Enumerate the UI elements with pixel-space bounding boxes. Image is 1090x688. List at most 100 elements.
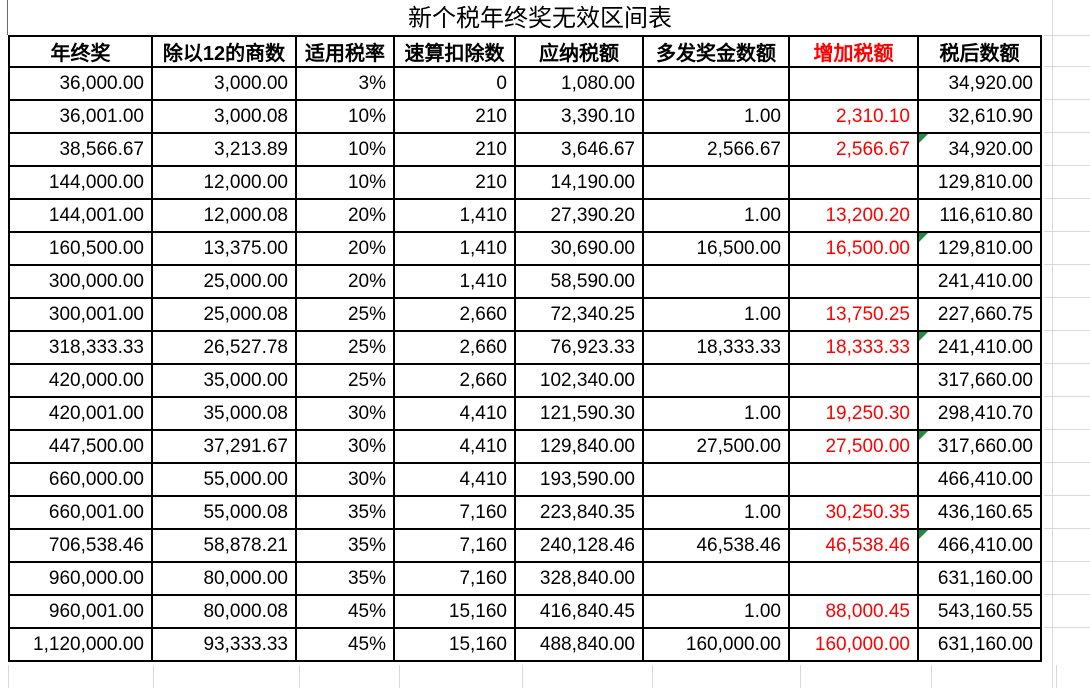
cell-r6-c4[interactable]: 1,410 xyxy=(393,231,516,266)
cell-r10-c3[interactable]: 25% xyxy=(295,363,395,398)
cell-r3-c3[interactable]: 10% xyxy=(295,132,395,167)
cell-r15-c1[interactable]: 706,538.46 xyxy=(8,528,153,563)
cell-r14-c7[interactable]: 30,250.35 xyxy=(788,495,919,530)
cell-r15-c5[interactable]: 240,128.46 xyxy=(514,528,644,563)
cell-r11-c3[interactable]: 30% xyxy=(295,396,395,431)
cell-r3-c2[interactable]: 3,213.89 xyxy=(151,132,297,167)
cell-r17-c2[interactable]: 80,000.08 xyxy=(151,594,297,629)
cell-r14-c3[interactable]: 35% xyxy=(295,495,395,530)
cell-r1-c8[interactable]: 34,920.00 xyxy=(917,66,1042,101)
cell-r1-c5[interactable]: 1,080.00 xyxy=(514,66,644,101)
cell-r16-c7[interactable] xyxy=(788,561,919,596)
cell-r6-c1[interactable]: 160,500.00 xyxy=(8,231,153,266)
cell-r9-c6[interactable]: 18,333.33 xyxy=(642,330,790,365)
cell-r6-c6[interactable]: 16,500.00 xyxy=(642,231,790,266)
cell-r18-c6[interactable]: 160,000.00 xyxy=(642,627,790,662)
cell-r8-c6[interactable]: 1.00 xyxy=(642,297,790,332)
cell-r3-c4[interactable]: 210 xyxy=(393,132,516,167)
cell-r8-c1[interactable]: 300,001.00 xyxy=(8,297,153,332)
cell-r12-c8[interactable]: 317,660.00 xyxy=(917,429,1042,464)
cell-r4-c5[interactable]: 14,190.00 xyxy=(514,165,644,200)
cell-r2-c4[interactable]: 210 xyxy=(393,99,516,134)
cell-r17-c8[interactable]: 543,160.55 xyxy=(917,594,1042,629)
column-header-7[interactable]: 增加税额 xyxy=(788,35,919,68)
column-header-1[interactable]: 年终奖 xyxy=(8,35,153,68)
cell-r3-c6[interactable]: 2,566.67 xyxy=(642,132,790,167)
cell-r4-c4[interactable]: 210 xyxy=(393,165,516,200)
cell-r1-c7[interactable] xyxy=(788,66,919,101)
cell-r10-c5[interactable]: 102,340.00 xyxy=(514,363,644,398)
cell-r16-c8[interactable]: 631,160.00 xyxy=(917,561,1042,596)
cell-r11-c7[interactable]: 19,250.30 xyxy=(788,396,919,431)
cell-r2-c1[interactable]: 36,001.00 xyxy=(8,99,153,134)
cell-r9-c1[interactable]: 318,333.33 xyxy=(8,330,153,365)
cell-r9-c4[interactable]: 2,660 xyxy=(393,330,516,365)
cell-r11-c5[interactable]: 121,590.30 xyxy=(514,396,644,431)
cell-r15-c2[interactable]: 58,878.21 xyxy=(151,528,297,563)
cell-r3-c7[interactable]: 2,566.67 xyxy=(788,132,919,167)
cell-r18-c7[interactable]: 160,000.00 xyxy=(788,627,919,662)
cell-r2-c2[interactable]: 3,000.08 xyxy=(151,99,297,134)
cell-r7-c2[interactable]: 25,000.00 xyxy=(151,264,297,299)
cell-r9-c3[interactable]: 25% xyxy=(295,330,395,365)
cell-r18-c1[interactable]: 1,120,000.00 xyxy=(8,627,153,662)
cell-r7-c8[interactable]: 241,410.00 xyxy=(917,264,1042,299)
cell-r18-c2[interactable]: 93,333.33 xyxy=(151,627,297,662)
cell-r8-c7[interactable]: 13,750.25 xyxy=(788,297,919,332)
cell-r17-c4[interactable]: 15,160 xyxy=(393,594,516,629)
column-header-2[interactable]: 除以12的商数 xyxy=(151,35,297,68)
cell-r9-c2[interactable]: 26,527.78 xyxy=(151,330,297,365)
cell-r11-c8[interactable]: 298,410.70 xyxy=(917,396,1042,431)
cell-r16-c1[interactable]: 960,000.00 xyxy=(8,561,153,596)
cell-r14-c2[interactable]: 55,000.08 xyxy=(151,495,297,530)
cell-r14-c1[interactable]: 660,001.00 xyxy=(8,495,153,530)
cell-r10-c2[interactable]: 35,000.00 xyxy=(151,363,297,398)
cell-r17-c1[interactable]: 960,001.00 xyxy=(8,594,153,629)
cell-r3-c1[interactable]: 38,566.67 xyxy=(8,132,153,167)
cell-r13-c3[interactable]: 30% xyxy=(295,462,395,497)
cell-r5-c8[interactable]: 116,610.80 xyxy=(917,198,1042,233)
cell-r13-c4[interactable]: 4,410 xyxy=(393,462,516,497)
cell-r17-c7[interactable]: 88,000.45 xyxy=(788,594,919,629)
cell-r15-c3[interactable]: 35% xyxy=(295,528,395,563)
cell-r8-c8[interactable]: 227,660.75 xyxy=(917,297,1042,332)
cell-r4-c1[interactable]: 144,000.00 xyxy=(8,165,153,200)
cell-r12-c2[interactable]: 37,291.67 xyxy=(151,429,297,464)
cell-r7-c4[interactable]: 1,410 xyxy=(393,264,516,299)
cell-r2-c5[interactable]: 3,390.10 xyxy=(514,99,644,134)
cell-r13-c5[interactable]: 193,590.00 xyxy=(514,462,644,497)
cell-r10-c8[interactable]: 317,660.00 xyxy=(917,363,1042,398)
cell-r7-c6[interactable] xyxy=(642,264,790,299)
cell-r1-c3[interactable]: 3% xyxy=(295,66,395,101)
cell-r5-c5[interactable]: 27,390.20 xyxy=(514,198,644,233)
cell-r6-c7[interactable]: 16,500.00 xyxy=(788,231,919,266)
cell-r13-c6[interactable] xyxy=(642,462,790,497)
cell-r6-c3[interactable]: 20% xyxy=(295,231,395,266)
cell-r7-c7[interactable] xyxy=(788,264,919,299)
cell-r6-c5[interactable]: 30,690.00 xyxy=(514,231,644,266)
cell-r12-c7[interactable]: 27,500.00 xyxy=(788,429,919,464)
cell-r2-c3[interactable]: 10% xyxy=(295,99,395,134)
cell-r3-c8[interactable]: 34,920.00 xyxy=(917,132,1042,167)
cell-r12-c3[interactable]: 30% xyxy=(295,429,395,464)
cell-r18-c3[interactable]: 45% xyxy=(295,627,395,662)
cell-r18-c4[interactable]: 15,160 xyxy=(393,627,516,662)
cell-r12-c4[interactable]: 4,410 xyxy=(393,429,516,464)
cell-r11-c1[interactable]: 420,001.00 xyxy=(8,396,153,431)
cell-r4-c8[interactable]: 129,810.00 xyxy=(917,165,1042,200)
cell-r15-c8[interactable]: 466,410.00 xyxy=(917,528,1042,563)
cell-r1-c4[interactable]: 0 xyxy=(393,66,516,101)
cell-r16-c6[interactable] xyxy=(642,561,790,596)
cell-r13-c7[interactable] xyxy=(788,462,919,497)
cell-r6-c2[interactable]: 13,375.00 xyxy=(151,231,297,266)
cell-r14-c6[interactable]: 1.00 xyxy=(642,495,790,530)
cell-r10-c6[interactable] xyxy=(642,363,790,398)
cell-r5-c6[interactable]: 1.00 xyxy=(642,198,790,233)
column-header-4[interactable]: 速算扣除数 xyxy=(393,35,516,68)
cell-r2-c6[interactable]: 1.00 xyxy=(642,99,790,134)
cell-r5-c2[interactable]: 12,000.08 xyxy=(151,198,297,233)
cell-r16-c5[interactable]: 328,840.00 xyxy=(514,561,644,596)
cell-r12-c6[interactable]: 27,500.00 xyxy=(642,429,790,464)
cell-r1-c2[interactable]: 3,000.00 xyxy=(151,66,297,101)
cell-r5-c3[interactable]: 20% xyxy=(295,198,395,233)
